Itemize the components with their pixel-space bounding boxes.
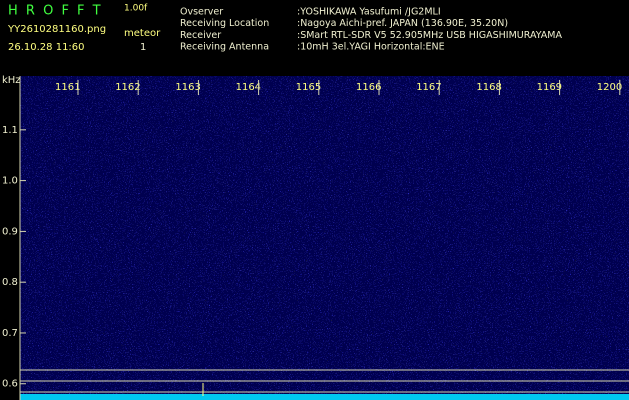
- x-tick-label: 1165: [296, 82, 321, 93]
- info-label: Ovserver: [180, 7, 223, 18]
- info-value: :YOSHIKAWA Yasufumi /JG2MLI: [297, 7, 441, 18]
- datetime: 26.10.28 11:60: [8, 42, 85, 53]
- y-tick-label: 0.9: [2, 226, 18, 237]
- app-name: H R O F F T: [8, 4, 103, 19]
- y-tick-label: 1.0: [2, 176, 18, 187]
- noise-overlay: [20, 76, 629, 400]
- info-label: Receiver: [180, 30, 221, 41]
- x-tick-label: 1163: [175, 82, 200, 93]
- version: 1.00f: [124, 4, 148, 14]
- y-tick-label: 0.7: [2, 328, 18, 339]
- info-value: :Nagoya Aichi-pref. JAPAN (136.90E, 35.2…: [297, 18, 508, 29]
- mode-value: 1: [140, 42, 146, 53]
- x-tick-label: 1162: [115, 82, 140, 93]
- info-value: :SMart RTL-SDR V5 52.905MHz USB HIGASHIM…: [297, 30, 562, 41]
- mode-label: meteor: [124, 28, 161, 39]
- spectrum-floor: [20, 394, 629, 400]
- x-tick-label: 1161: [55, 82, 80, 93]
- info-value: :10mH 3el.YAGI Horizontal:ENE: [297, 42, 445, 53]
- x-tick-label: 1166: [356, 82, 381, 93]
- info-label: Receiving Location: [180, 18, 269, 29]
- x-tick-label: 1200: [597, 82, 622, 93]
- x-tick-label: 1167: [416, 82, 441, 93]
- x-tick-label: 1169: [537, 82, 562, 93]
- y-tick-label: 1.1: [2, 125, 18, 136]
- info-label: Receiving Antenna: [180, 42, 269, 53]
- y-tick-label: 0.8: [2, 277, 18, 288]
- y-tick-label: 0.6: [2, 379, 18, 390]
- y-axis-label: kHz: [2, 75, 21, 86]
- x-tick-label: 1168: [476, 82, 501, 93]
- x-tick-label: 1164: [236, 82, 261, 93]
- filename: YY2610281160.png: [7, 24, 106, 35]
